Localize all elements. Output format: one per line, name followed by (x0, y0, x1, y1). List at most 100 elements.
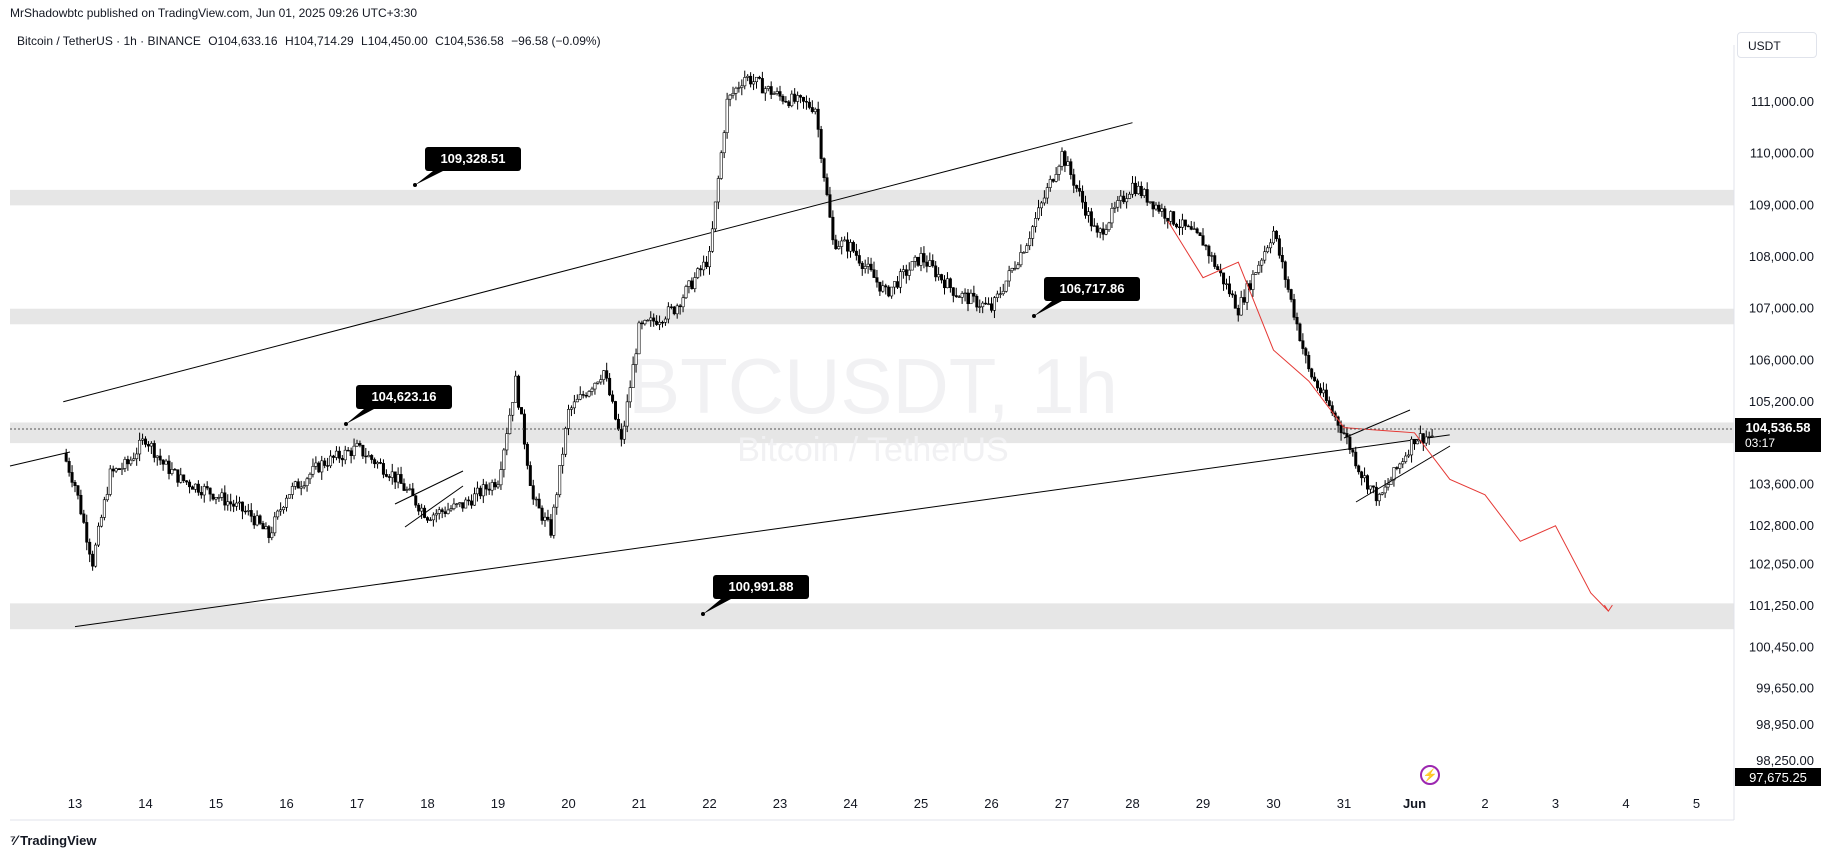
candle (763, 86, 767, 101)
zone-band[interactable] (10, 308, 1734, 325)
candle (1198, 232, 1202, 236)
time-tick-label: 20 (561, 796, 575, 811)
candle (1266, 245, 1270, 254)
candle (188, 479, 192, 494)
candle (331, 454, 335, 464)
candle (649, 311, 653, 327)
projection-arrowhead (1603, 604, 1613, 613)
candle (722, 130, 726, 159)
candle (769, 81, 773, 99)
price-callout[interactable]: 104,623.16 (344, 385, 452, 426)
zone-band[interactable] (10, 189, 1734, 206)
candle (1131, 176, 1135, 198)
candle (1057, 164, 1061, 181)
wedge-line[interactable] (394, 470, 464, 505)
candle (1227, 275, 1231, 297)
candle (1424, 430, 1428, 447)
candle (267, 525, 271, 544)
candle (452, 498, 456, 511)
candle (67, 457, 71, 477)
trendline[interactable] (74, 434, 1450, 628)
candle (1204, 244, 1208, 251)
price-tick-label: 100,450.00 (1749, 639, 1814, 654)
wedge-line[interactable] (1343, 409, 1411, 439)
candle (837, 240, 841, 250)
wedge-line[interactable] (1355, 445, 1451, 503)
candle (1163, 205, 1167, 225)
trendline[interactable] (63, 122, 1133, 403)
candle (1060, 147, 1064, 171)
candle (120, 462, 124, 475)
currency-button[interactable]: USDT (1737, 32, 1817, 58)
candle (146, 441, 150, 452)
candle (1139, 181, 1143, 199)
candle (205, 481, 209, 491)
tradingview-logo[interactable]: ⁷⁄ TradingView (10, 832, 96, 848)
candle (652, 313, 656, 327)
candle (1313, 372, 1317, 382)
candle (928, 252, 932, 268)
candle (884, 283, 888, 295)
candle (161, 459, 165, 471)
candle (790, 90, 794, 108)
zone-band[interactable] (10, 603, 1734, 630)
candle (752, 73, 756, 91)
candle (493, 478, 497, 491)
wedge-line[interactable] (9, 451, 71, 467)
candle (487, 482, 491, 495)
candle (455, 502, 459, 508)
candle (1213, 252, 1217, 270)
time-tick-label: 19 (491, 796, 505, 811)
candle (440, 507, 444, 519)
candle (1081, 185, 1085, 209)
candle (399, 466, 403, 484)
lightning-icon[interactable]: ⚡ (1420, 765, 1440, 785)
candle (1289, 288, 1293, 303)
candle (1066, 156, 1070, 166)
candle (1310, 367, 1314, 380)
candle (945, 272, 949, 289)
candle (373, 457, 377, 469)
candle (1324, 383, 1328, 404)
candle (658, 315, 662, 331)
candle (82, 509, 86, 524)
chart-watermark: BTCUSDT, 1h Bitcoin / TetherUS (628, 342, 1118, 469)
time-tick-label: 23 (773, 796, 787, 811)
candle (132, 452, 136, 462)
candle (273, 511, 277, 537)
candle (164, 458, 168, 465)
candle (1216, 264, 1220, 271)
candle (91, 550, 95, 571)
price-callout[interactable]: 109,328.51 (413, 147, 521, 187)
candle (643, 319, 647, 326)
candle (1430, 429, 1434, 438)
candle (1095, 222, 1099, 238)
candle (934, 261, 938, 282)
time-tick-label: 27 (1055, 796, 1069, 811)
price-tick-label: 105,200.00 (1749, 394, 1814, 409)
candle (317, 461, 321, 474)
zone-band[interactable] (10, 422, 1734, 444)
price-callout[interactable]: 100,991.88 (701, 575, 809, 616)
candle (478, 485, 482, 500)
wedge-line[interactable] (404, 485, 464, 528)
candle (593, 382, 597, 395)
legend-symbol[interactable]: Bitcoin / TetherUS · 1h · BINANCE (17, 34, 201, 48)
candle (1028, 231, 1032, 251)
candle (405, 486, 409, 493)
candle (916, 256, 920, 267)
candle (605, 362, 609, 382)
candle (170, 462, 174, 476)
price-callout[interactable]: 106,717.86 (1032, 277, 1140, 318)
candle (696, 267, 700, 280)
candle (387, 473, 391, 482)
candle (525, 442, 529, 470)
candle (619, 423, 623, 447)
projection-line[interactable] (1167, 220, 1609, 612)
candle (1157, 201, 1161, 214)
candle (229, 493, 233, 512)
candle (1069, 158, 1073, 180)
candle (772, 91, 776, 95)
candle (1010, 267, 1014, 273)
